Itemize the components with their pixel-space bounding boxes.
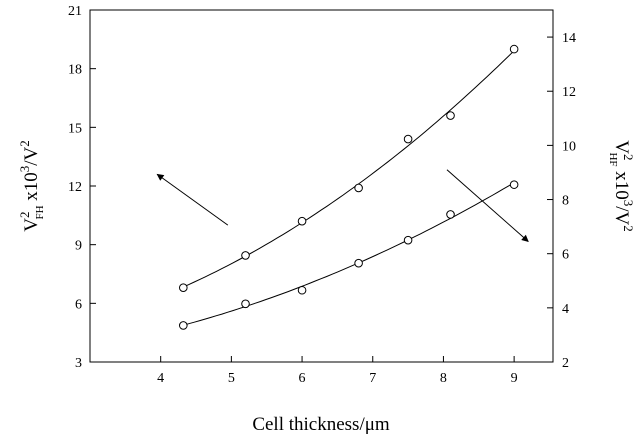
left-tick-label: 6	[75, 297, 82, 312]
data-point-right	[509, 180, 519, 189]
data-point-right	[403, 235, 413, 245]
data-point-right	[354, 258, 363, 268]
data-point-right	[297, 285, 307, 295]
right-axis-title: V2HF x103/V2	[607, 140, 636, 232]
right-tick-label: 2	[562, 356, 569, 371]
x-tick-label: 9	[511, 371, 518, 386]
right-tick-label: 8	[562, 194, 569, 209]
data-point-left	[241, 251, 250, 260]
right-tick-label: 14	[562, 31, 576, 46]
plot-frame	[89, 9, 554, 363]
x-tick-label: 8	[440, 371, 447, 386]
right-tick-label: 12	[562, 85, 576, 100]
left-axis-ticks: 3 6 9 12 15 18 21	[68, 4, 96, 371]
left-tick-label: 3	[75, 356, 82, 371]
x-tick-label: 7	[369, 371, 376, 386]
data-point-left	[403, 134, 413, 144]
arrow-to-right-axis	[446, 169, 529, 242]
x-axis-title: Cell thickness/μm	[252, 414, 390, 435]
right-axis-ticks: 2 4 6 8 10 12 14	[547, 31, 576, 371]
right-tick-label: 6	[562, 248, 569, 263]
data-point-left	[354, 183, 363, 193]
left-tick-label: 21	[68, 4, 82, 19]
data-point-right	[179, 321, 188, 330]
right-tick-label: 4	[562, 302, 569, 317]
x-tick-label: 6	[299, 371, 306, 386]
x-tick-label: 5	[228, 371, 235, 386]
left-axis-title: V2 FH x103/V2	[17, 140, 46, 232]
fit-curves	[183, 50, 515, 326]
arrow-to-left-axis	[156, 173, 229, 226]
left-tick-label: 15	[68, 121, 82, 136]
left-tick-label: 12	[68, 180, 82, 195]
annotation-arrows	[156, 169, 529, 242]
data-point-right	[241, 299, 250, 309]
data-point-left	[179, 283, 188, 292]
left-tick-label: 18	[68, 63, 82, 78]
data-point-left	[446, 111, 455, 120]
x-tick-label: 4	[157, 371, 164, 386]
fit-line-left	[183, 50, 515, 288]
fit-line-right	[183, 182, 515, 326]
data-points	[179, 44, 519, 330]
data-point-left	[509, 44, 519, 54]
right-tick-label: 10	[562, 139, 576, 154]
data-point-left	[297, 216, 307, 226]
x-axis-ticks: 4 5 6 7 8 9	[157, 356, 518, 386]
left-tick-label: 9	[75, 239, 82, 254]
data-point-right	[446, 210, 455, 219]
